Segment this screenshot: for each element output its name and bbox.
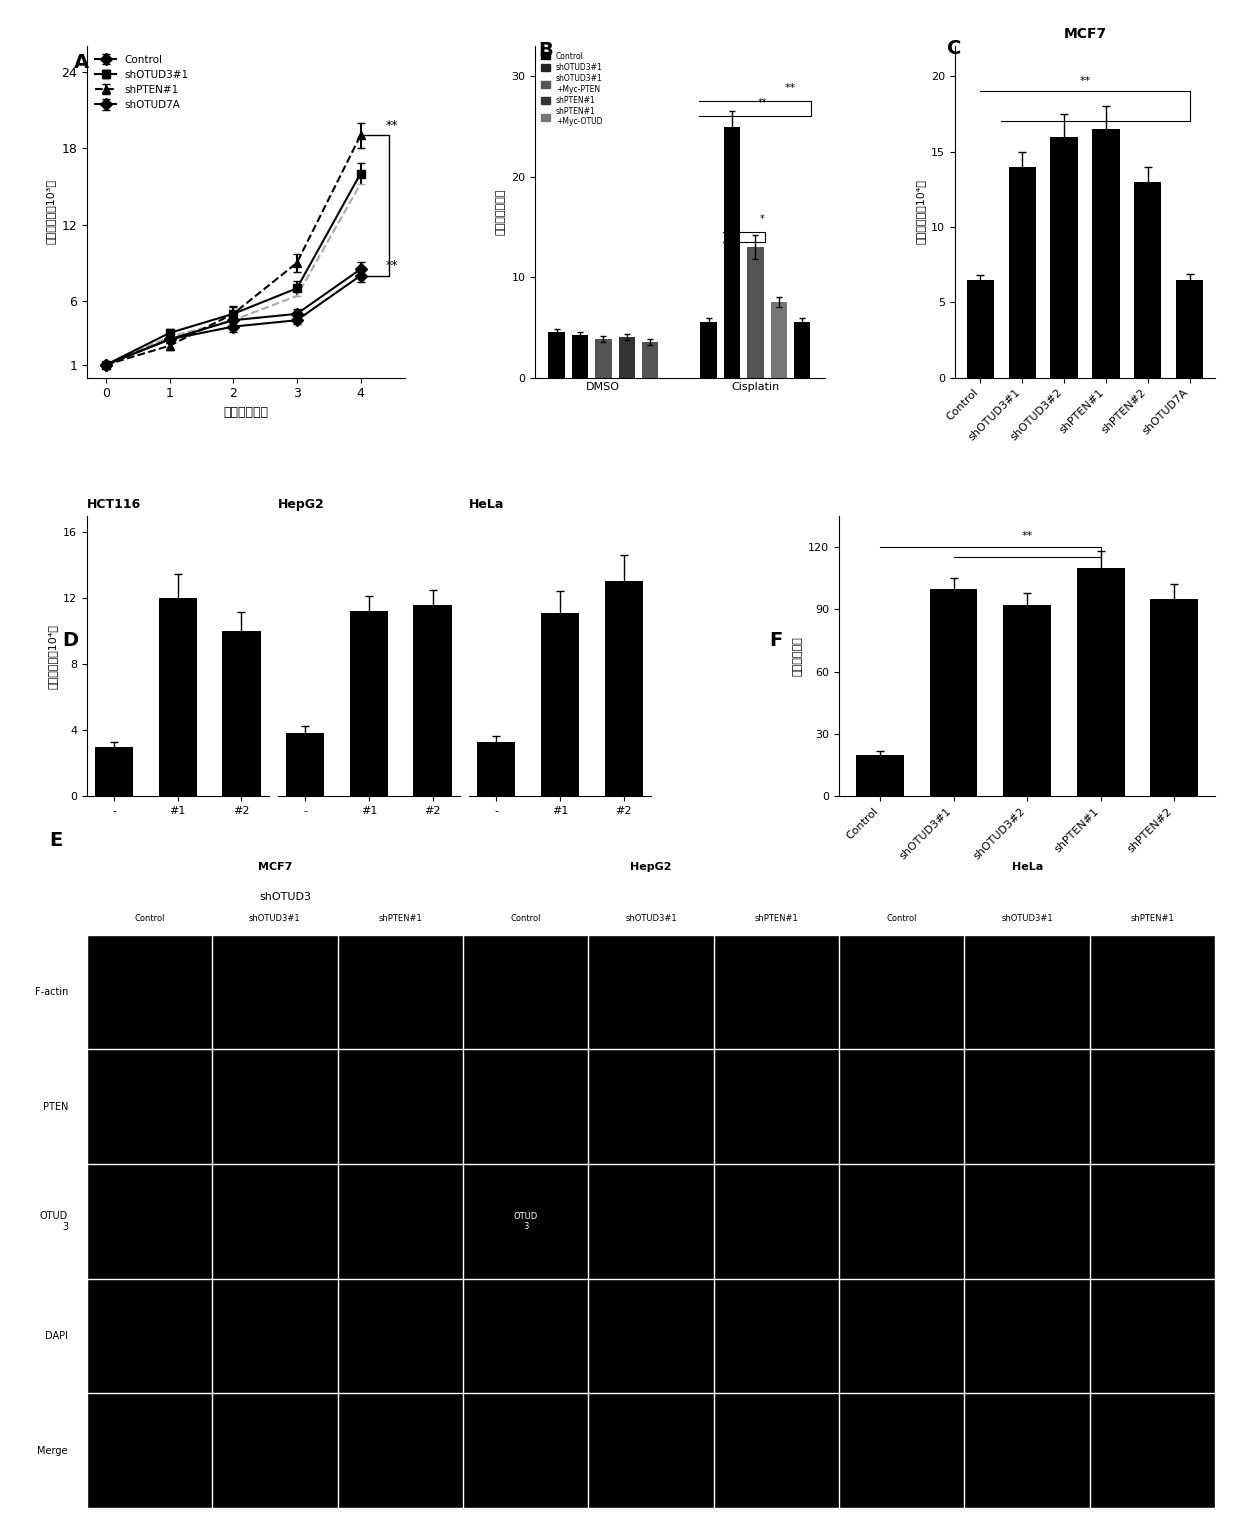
Text: shOTUD3#1: shOTUD3#1 (625, 914, 677, 923)
Text: B: B (538, 42, 553, 60)
Text: shPTEN#1: shPTEN#1 (754, 914, 799, 923)
Bar (1050, 137, 1078, 377)
Bar (222, 631, 260, 796)
Text: **: ** (1022, 531, 1033, 540)
Text: shPTEN#1: shPTEN#1 (1131, 914, 1174, 923)
Text: HeLa: HeLa (469, 497, 505, 511)
Bar (1135, 182, 1162, 377)
Bar (548, 332, 564, 377)
Text: Control: Control (887, 914, 918, 923)
Bar (1076, 568, 1125, 796)
Bar (477, 742, 516, 796)
Text: **: ** (386, 119, 398, 132)
Text: *: * (760, 214, 765, 223)
Bar (95, 746, 133, 796)
Text: OTUD
3: OTUD 3 (40, 1211, 68, 1233)
Bar (1092, 129, 1120, 377)
Bar (748, 248, 764, 377)
Text: **: ** (758, 98, 768, 108)
Y-axis label: 搞殖细胞数（10³）: 搞殖细胞数（10³） (46, 180, 56, 245)
Text: HCT116: HCT116 (87, 497, 141, 511)
Legend: Control, shOTUD3#1, shPTEN#1, shOTUD7A: Control, shOTUD3#1, shPTEN#1, shOTUD7A (92, 51, 191, 114)
Text: F-actin: F-actin (35, 986, 68, 997)
Bar (572, 336, 588, 377)
Text: shOTUD3#1: shOTUD3#1 (1002, 914, 1053, 923)
Text: **: ** (1079, 75, 1091, 86)
Y-axis label: 细胞存活百分数: 细胞存活百分数 (496, 189, 506, 235)
Bar (595, 340, 611, 377)
Y-axis label: 集落形成数目: 集落形成数目 (792, 636, 802, 676)
Text: PTEN: PTEN (42, 1102, 68, 1111)
Text: shOTUD3#1: shOTUD3#1 (249, 914, 300, 923)
Text: F: F (769, 631, 782, 651)
Bar (350, 611, 388, 796)
Bar (794, 322, 810, 377)
Bar (619, 337, 635, 377)
Bar (159, 599, 197, 796)
Text: D: D (62, 631, 78, 651)
Text: MCF7: MCF7 (258, 862, 293, 871)
Text: HeLa: HeLa (1012, 862, 1043, 871)
Text: Merge: Merge (37, 1445, 68, 1456)
Text: Control: Control (134, 914, 165, 923)
Bar (541, 613, 579, 796)
Bar (413, 605, 451, 796)
Text: shPTEN#1: shPTEN#1 (378, 914, 422, 923)
Bar (701, 322, 717, 377)
Bar (1008, 166, 1035, 377)
Bar (930, 588, 977, 796)
Bar (770, 302, 787, 377)
Text: Control: Control (511, 914, 541, 923)
Bar (605, 580, 642, 796)
X-axis label: 细胞培养天数: 细胞培养天数 (223, 406, 268, 419)
Text: HepG2: HepG2 (630, 862, 672, 871)
Bar (856, 754, 904, 796)
Bar (1176, 280, 1203, 377)
Text: OTUD
3: OTUD 3 (513, 1211, 538, 1231)
Bar (967, 280, 994, 377)
Bar (1003, 605, 1052, 796)
Text: DAPI: DAPI (45, 1331, 68, 1340)
Bar (724, 126, 740, 377)
Legend: Control, shOTUD3#1, shOTUD3#1
+Myc-PTEN, shPTEN#1, shPTEN#1
+Myc-OTUD: Control, shOTUD3#1, shOTUD3#1 +Myc-PTEN,… (539, 49, 604, 128)
Text: **: ** (785, 83, 796, 94)
Text: shOTUD3: shOTUD3 (259, 893, 311, 902)
Bar (286, 733, 325, 796)
Y-axis label: 细胞迁移数（10⁴）: 细胞迁移数（10⁴） (47, 623, 57, 688)
Text: **: ** (386, 259, 398, 272)
Title: MCF7: MCF7 (1064, 26, 1106, 42)
Text: A: A (74, 52, 89, 71)
Bar (1151, 599, 1198, 796)
Text: C: C (946, 38, 961, 57)
Y-axis label: 细胞迁移数（10⁴）: 细胞迁移数（10⁴） (915, 180, 925, 245)
Text: HepG2: HepG2 (278, 497, 325, 511)
Bar (642, 343, 658, 377)
Text: E: E (50, 831, 63, 851)
